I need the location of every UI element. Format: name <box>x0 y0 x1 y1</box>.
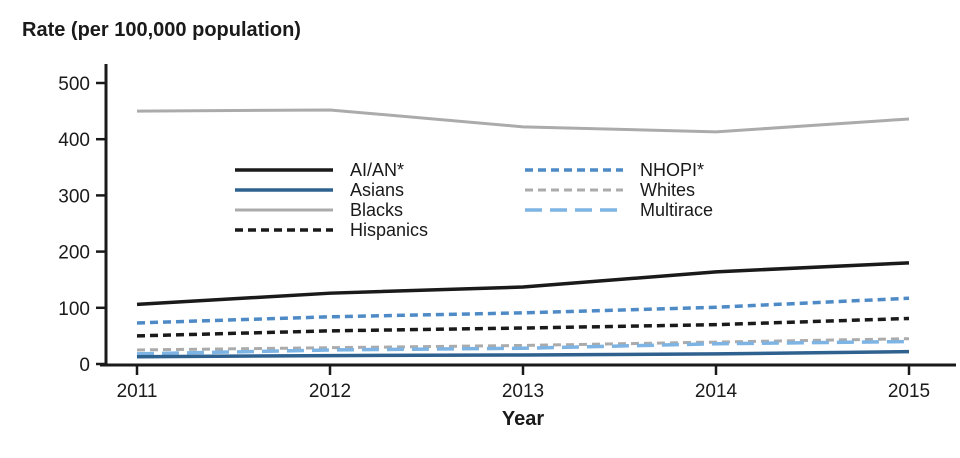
series-line-asians <box>136 349 910 359</box>
axes-layer: 0 100 200 300 400 500 2011 2012 2013 2014 2015 <box>58 64 956 402</box>
series-line-blacks <box>136 108 910 134</box>
x-tick-label: 2014 <box>695 381 738 402</box>
series-line-multirace <box>136 339 910 356</box>
legend-item-blacks: Blacks <box>235 200 403 220</box>
legend-item-multirace: Multirace <box>525 200 713 220</box>
legend-label-ai-an: AI/AN* <box>350 160 404 180</box>
x-tick-label: 2011 <box>117 381 158 402</box>
series-line-ai-an <box>136 261 910 307</box>
legend-label-blacks: Blacks <box>350 200 403 220</box>
legend-item-hispanics: Hispanics <box>235 220 428 240</box>
y-tick-label: 100 <box>58 299 90 320</box>
legend-label-asians: Asians <box>350 180 404 200</box>
x-tick-label: 2013 <box>502 381 544 402</box>
y-tick-label: 300 <box>58 186 90 207</box>
y-tick-label: 500 <box>58 74 90 95</box>
x-axis-title: Year <box>502 408 544 430</box>
series-line-nhopi <box>136 296 910 325</box>
x-tick-label: 2012 <box>309 381 351 402</box>
x-tick-label: 2015 <box>888 381 930 402</box>
series-line-hispanics <box>136 316 910 338</box>
y-axis-title: Rate (per 100,000 population) <box>22 19 301 41</box>
y-tick-label: 400 <box>58 130 90 151</box>
y-tick-label: 0 <box>79 355 90 376</box>
legend-item-asians: Asians <box>235 180 404 200</box>
legend-item-ai-an: AI/AN* <box>235 160 404 180</box>
legend-item-whites: Whites <box>525 180 695 200</box>
legend-label-multirace: Multirace <box>640 200 713 220</box>
y-tick-label: 200 <box>58 243 90 264</box>
legend-item-nhopi: NHOPI* <box>525 160 704 180</box>
legend-label-whites: Whites <box>640 180 695 200</box>
legend-label-nhopi: NHOPI* <box>640 160 704 180</box>
legend-label-hispanics: Hispanics <box>350 220 428 240</box>
series-layer <box>136 108 910 359</box>
series-line-whites <box>136 337 910 352</box>
